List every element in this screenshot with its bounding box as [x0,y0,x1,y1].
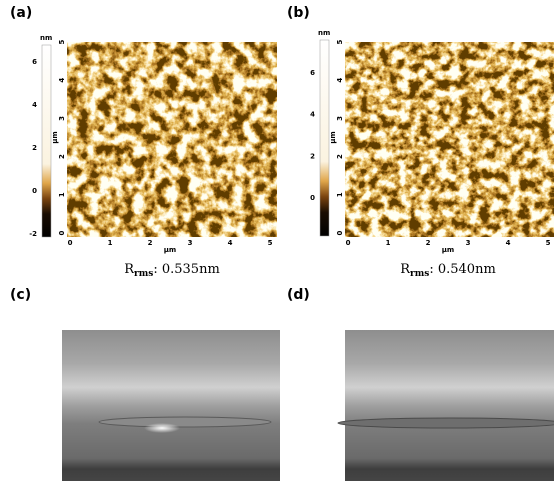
x-tick-label: 5 [268,239,273,247]
y-tick-label: 1 [58,192,66,197]
y-tick-label: 5 [58,39,66,44]
y-tick-label: 0 [58,230,66,235]
roughness-value: : 0.535nm [153,262,219,277]
afm-image [67,42,277,237]
panel-label: (d) [287,287,310,303]
colorbar [319,39,330,237]
y-tick-label: 3 [336,116,344,121]
roughness: Rrms: 0.540nm [400,262,496,279]
y-tick-label: 1 [336,192,344,197]
y-tick-label: 4 [58,78,66,83]
roughness: Rrms: 0.535nm [124,262,220,279]
x-tick-label: 2 [148,239,153,247]
contact-angle-photo [62,330,280,481]
y-tick-label: 3 [58,116,66,121]
panel-label: (c) [10,287,31,303]
x-tick-label: 4 [506,239,511,247]
colorbar-tick-label: 4 [310,111,315,119]
panel-label: (a) [10,5,32,21]
afm-image [345,42,554,237]
colorbar-tick-label: 2 [310,152,315,160]
x-tick-label: 3 [466,239,471,247]
x-tick-label: 2 [426,239,431,247]
y-tick-label: 2 [336,154,344,159]
roughness-symbol: R [400,262,411,277]
y-tick-label: 2 [58,154,66,159]
y-tick-label: 0 [336,230,344,235]
colorbar [41,44,52,238]
x-tick-label: 0 [68,239,73,247]
roughness-subscript: rms [410,269,429,279]
y-axis-unit: μm [329,131,337,143]
colorbar-tick-label: 0 [32,187,37,195]
colorbar-unit: nm [318,29,330,37]
x-tick-label: 1 [108,239,113,247]
roughness-subscript: rms [134,269,153,279]
y-tick-label: 4 [336,78,344,83]
y-tick-label: 5 [336,39,344,44]
x-tick-label: 4 [228,239,233,247]
colorbar-tick-label: 0 [310,194,315,202]
colorbar-tick-label: 6 [310,69,315,77]
y-axis-unit: μm [51,131,59,143]
colorbar-tick-label: 4 [32,101,37,109]
contact-angle-photo [337,330,554,481]
colorbar-unit: nm [40,34,52,42]
x-tick-label: 5 [546,239,551,247]
x-tick-label: 3 [188,239,193,247]
x-axis-unit: μm [442,246,454,254]
x-tick-label: 1 [386,239,391,247]
roughness-value: : 0.540nm [429,262,495,277]
panel-label: (b) [287,5,310,21]
colorbar-tick-label: 2 [32,144,37,152]
x-tick-label: 0 [346,239,351,247]
colorbar-tick-label: 6 [32,58,37,66]
roughness-symbol: R [124,262,135,277]
colorbar-tick-label: -2 [29,230,37,238]
x-axis-unit: μm [164,246,176,254]
